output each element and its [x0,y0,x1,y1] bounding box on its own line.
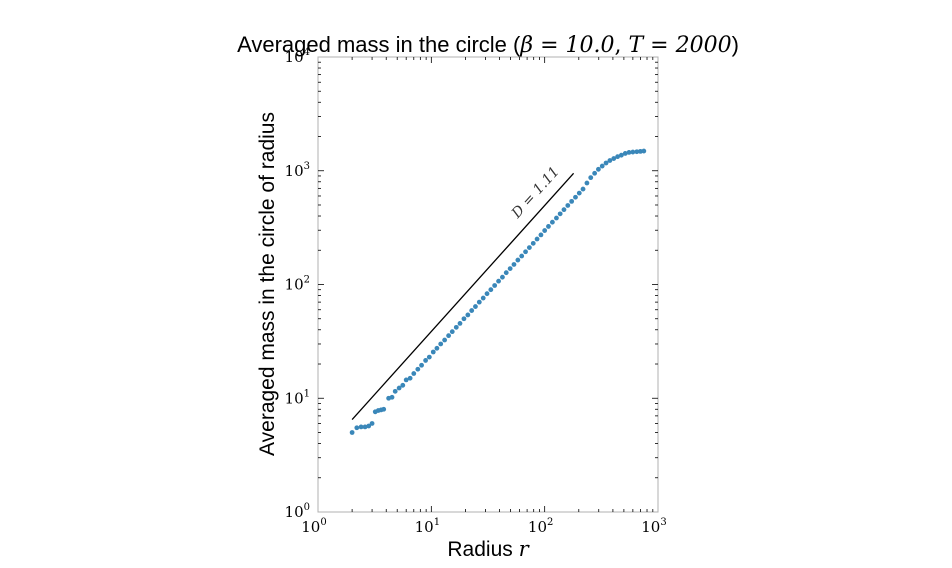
data-point [503,270,509,276]
data-point [565,203,571,208]
y-tick-label: 101 [285,388,310,407]
data-point [507,266,513,271]
data-point [476,299,482,305]
data-point [449,329,455,335]
data-point [530,240,536,246]
data-point [523,249,528,255]
data-point [434,345,440,351]
data-point [615,154,620,160]
data-point [480,295,486,301]
data-point [573,194,578,200]
data-point [596,166,601,172]
data-point [438,341,444,347]
data-point [603,160,609,166]
data-point [542,228,548,233]
data-point [461,316,467,322]
chart-title: Averaged mass in the circle (β = 10.0, T… [237,32,739,58]
y-tick-label: 103 [285,161,310,180]
x-tick-label: 100 [301,517,326,536]
data-point [626,149,632,155]
data-point [630,149,636,155]
data-point [641,148,647,154]
data-point [426,354,432,360]
y-tick-labels: 100 101 102 103 104 [285,47,310,521]
fit-line [351,172,575,420]
data-point [569,198,575,204]
data-point [599,163,605,169]
data-point [366,423,372,429]
data-point [415,366,421,372]
data-point [584,180,590,186]
data-point [580,186,586,192]
fit-line-label: D = 1.11 [508,164,563,222]
data-point [538,232,544,238]
data-point [349,430,355,435]
data-point [588,175,594,181]
x-tick-label: 101 [415,517,440,536]
data-point [407,375,413,381]
data-point [419,362,424,368]
x-axis-label: Radius r [447,537,530,561]
plot-frame [317,56,659,513]
data-point [484,291,490,297]
data-point [611,156,617,161]
data-point [496,278,501,284]
data-point [453,324,459,330]
data-point [576,190,582,196]
data-point [396,385,402,391]
data-point [492,283,498,288]
data-point [546,224,551,229]
data-point [549,219,555,225]
data-point [554,215,559,221]
data-point [423,358,428,363]
data-point [389,394,395,400]
data-point [442,337,448,343]
data-point [557,211,563,217]
data-point [392,388,398,394]
y-tick-label: 100 [285,502,310,521]
data-point [607,158,613,163]
data-point [488,287,494,293]
data-point [446,333,451,339]
data-point [500,274,505,280]
data-point [400,382,406,388]
data-point [381,406,387,412]
data-point [634,149,640,155]
x-tick-labels: 100 101 102 103 [301,517,666,536]
data-point [369,421,375,426]
x-tick-label: 102 [528,517,553,536]
data-point [411,371,417,376]
data-point [469,308,475,313]
data-point [519,253,525,259]
y-tick-label: 102 [285,275,310,294]
axis-ticks [318,57,658,512]
data-point [457,321,463,326]
y-axis-label: Averaged mass in the circle of radius [256,112,279,456]
data-point [592,170,598,176]
data-point [515,257,521,263]
data-points [349,148,647,435]
y-tick-label: 104 [285,47,310,66]
data-point [354,425,360,431]
data-point [473,304,478,309]
data-point [561,207,567,213]
data-point [534,236,540,242]
data-point [618,152,624,158]
data-point [358,424,364,430]
data-point [622,151,628,156]
data-point [511,262,517,267]
data-point [403,377,409,383]
data-point [430,349,436,355]
data-point [526,245,532,251]
x-tick-label: 103 [641,517,666,536]
data-point [465,312,471,318]
data-point [362,424,368,430]
